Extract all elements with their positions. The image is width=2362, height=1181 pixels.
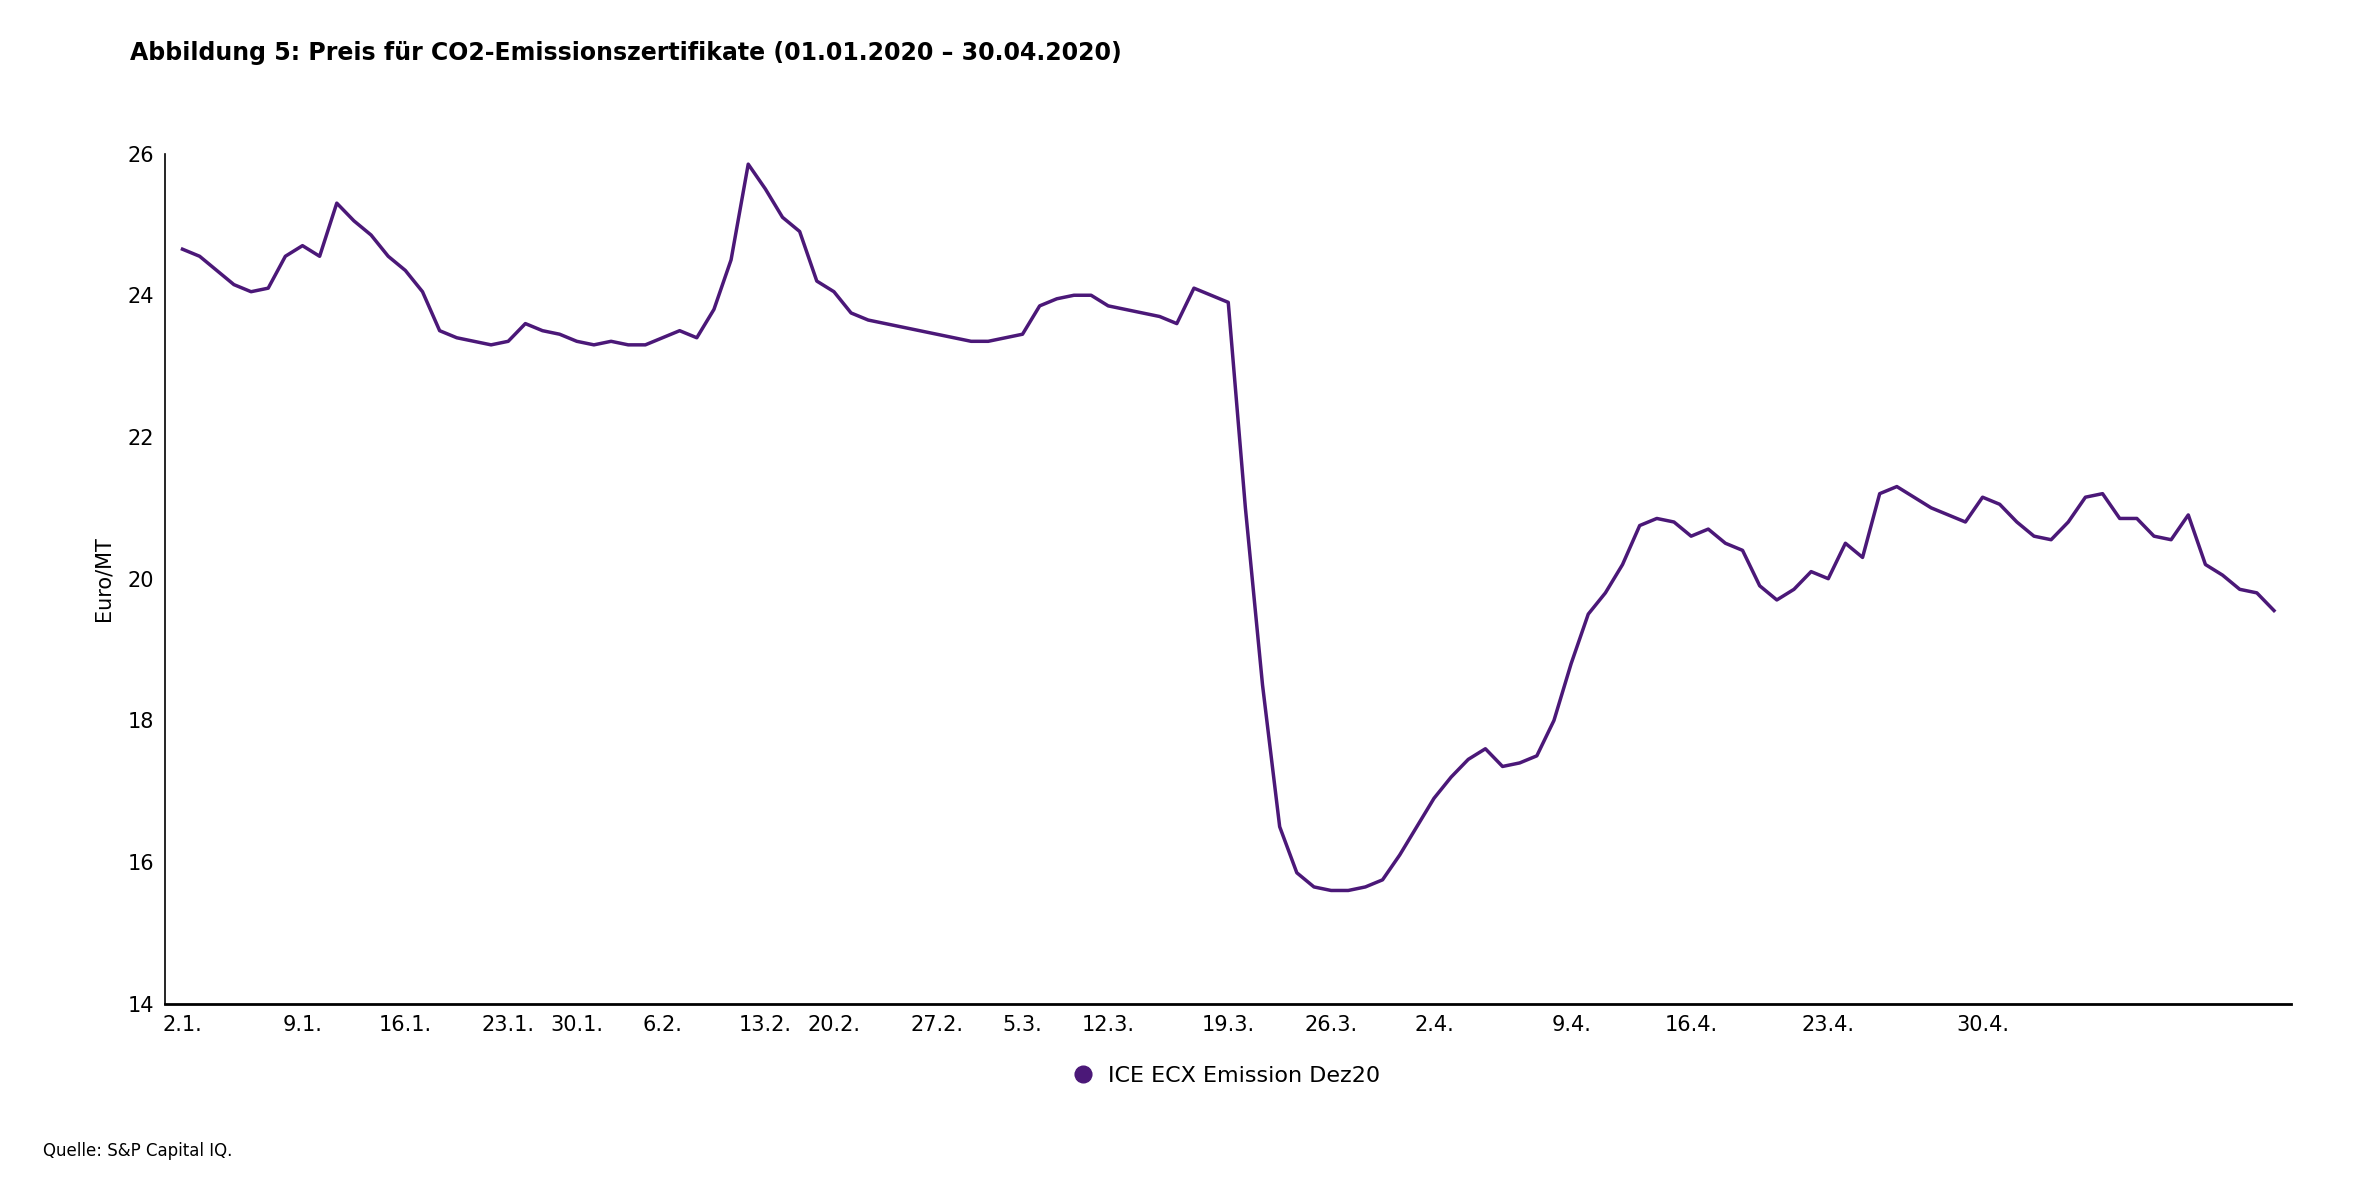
Text: Quelle: S&P Capital IQ.: Quelle: S&P Capital IQ. [43,1142,231,1160]
Text: Abbildung 5: Preis für CO2-Emissionszertifikate (01.01.2020 – 30.04.2020): Abbildung 5: Preis für CO2-Emissionszert… [130,41,1122,65]
Legend: ICE ECX Emission Dez20: ICE ECX Emission Dez20 [1068,1057,1389,1095]
Y-axis label: Euro/MT: Euro/MT [94,536,113,621]
